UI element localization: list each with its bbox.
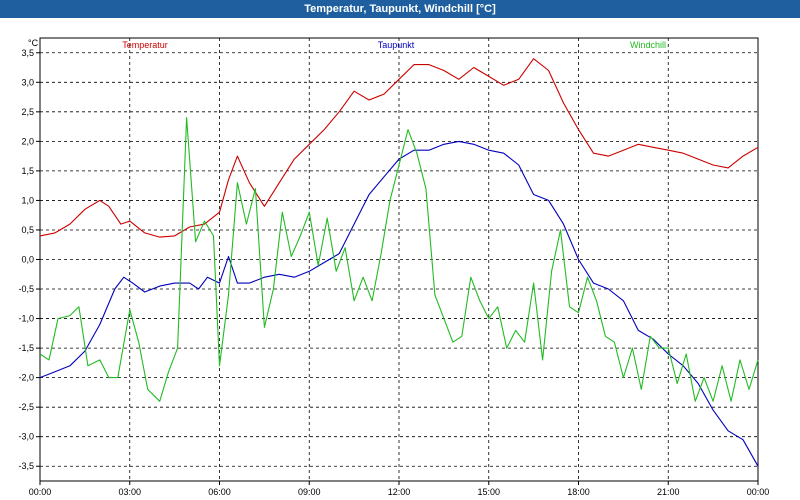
x-tick-time-label: 00:00 (747, 487, 770, 497)
legend: Temperatur Taupunkt Windchill (122, 40, 666, 50)
series-line-temperatur (39, 58, 759, 238)
y-tick-label: 0,0 (21, 255, 34, 265)
y-tick-label: 0,5 (21, 225, 34, 235)
y-tick-label: 3,0 (21, 77, 34, 87)
y-tick-label: -0,5 (18, 284, 34, 294)
y-tick-label: -2,0 (18, 373, 34, 383)
grid-lines (40, 38, 758, 481)
x-tick-time-label: 21:00 (657, 487, 680, 497)
series-lines (39, 58, 759, 467)
y-tick-label: 3,5 (21, 48, 34, 58)
y-tick-label: -3,5 (18, 461, 34, 471)
chart-title: Temperatur, Taupunkt, Windchill [°C] (0, 0, 800, 18)
line-chart: 3,5 3,0 2,5 2,0 1,5 1,0 0,5 0,0 -0,5 -1,0 -1,5 -2,0… (18, 37, 770, 497)
x-tick-time-label: 18:00 (567, 487, 590, 497)
y-tick-label: -2,5 (18, 402, 34, 412)
x-tick-time-label: 06:00 (208, 487, 231, 497)
x-tick-time-label: 09:00 (298, 487, 321, 497)
y-axis: 3,5 3,0 2,5 2,0 1,5 1,0 0,5 0,0 -0,5 -1,0 -1,5 -2,0… (18, 48, 40, 471)
y-tick-label: 2,5 (21, 107, 34, 117)
series-line-windchill (39, 117, 759, 402)
y-tick-label: 1,0 (21, 195, 34, 205)
x-axis: 00:0010.02.1803:0010.02.1806:0010.02.180… (29, 481, 770, 497)
y-tick-label: 2,0 (21, 136, 34, 146)
series-line-taupunkt (39, 140, 759, 467)
y-tick-label: -1,5 (18, 343, 34, 353)
y-tick-label: -1,0 (18, 314, 34, 324)
legend-entry-taupunkt: Taupunkt (378, 40, 415, 50)
legend-entry-windchill: Windchill (630, 40, 666, 50)
y-tick-label: -3,0 (18, 432, 34, 442)
y-axis-unit: °C (28, 38, 39, 48)
x-tick-time-label: 03:00 (118, 487, 141, 497)
x-tick-time-label: 12:00 (388, 487, 411, 497)
x-tick-time-label: 00:00 (29, 487, 52, 497)
y-tick-label: 1,5 (21, 166, 34, 176)
legend-entry-temperatur: Temperatur (122, 40, 168, 50)
x-tick-time-label: 15:00 (477, 487, 500, 497)
